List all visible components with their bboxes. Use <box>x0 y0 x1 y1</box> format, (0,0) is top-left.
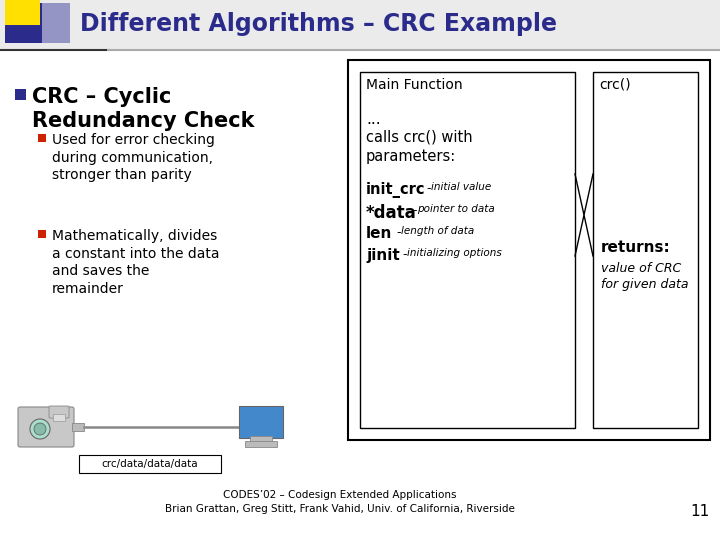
Text: CODES’02 – Codesign Extended Applications
Brian Grattan, Greg Stitt, Frank Vahid: CODES’02 – Codesign Extended Application… <box>165 490 515 514</box>
FancyBboxPatch shape <box>42 3 70 43</box>
Text: crc(): crc() <box>599 78 631 92</box>
Text: ...: ... <box>366 112 381 127</box>
Text: calls crc() with
parameters:: calls crc() with parameters: <box>366 130 472 164</box>
Circle shape <box>34 423 46 435</box>
Text: len: len <box>366 226 392 241</box>
Text: -: - <box>396 226 400 239</box>
FancyBboxPatch shape <box>250 436 272 443</box>
Text: Mathematically, divides
a constant into the data
and saves the
remainder: Mathematically, divides a constant into … <box>52 229 220 295</box>
Text: -: - <box>402 248 407 261</box>
Text: crc/data/data/data: crc/data/data/data <box>102 459 198 469</box>
Text: initial value: initial value <box>431 182 491 192</box>
FancyBboxPatch shape <box>49 406 69 418</box>
FancyBboxPatch shape <box>53 414 65 421</box>
FancyBboxPatch shape <box>18 407 74 447</box>
Text: Used for error checking
during communication,
stronger than parity: Used for error checking during communica… <box>52 133 215 182</box>
FancyBboxPatch shape <box>245 441 277 447</box>
Text: value of CRC
for given data: value of CRC for given data <box>601 262 688 291</box>
Text: pointer to data: pointer to data <box>417 204 495 214</box>
FancyBboxPatch shape <box>593 72 698 428</box>
FancyBboxPatch shape <box>72 423 84 431</box>
Text: returns:: returns: <box>601 240 671 255</box>
FancyBboxPatch shape <box>38 230 46 238</box>
Text: initializing options: initializing options <box>407 248 502 258</box>
Text: length of data: length of data <box>401 226 474 236</box>
Text: *data: *data <box>366 204 417 222</box>
Text: -: - <box>426 182 431 195</box>
FancyBboxPatch shape <box>5 3 70 43</box>
Text: -: - <box>412 204 416 217</box>
FancyBboxPatch shape <box>5 0 40 25</box>
Text: jinit: jinit <box>366 248 400 263</box>
Text: Main Function: Main Function <box>366 78 463 92</box>
FancyBboxPatch shape <box>79 455 221 473</box>
Circle shape <box>30 419 50 439</box>
FancyBboxPatch shape <box>239 406 283 438</box>
FancyBboxPatch shape <box>0 0 720 50</box>
Text: 11: 11 <box>690 504 710 519</box>
Text: Different Algorithms – CRC Example: Different Algorithms – CRC Example <box>80 12 557 36</box>
FancyBboxPatch shape <box>15 89 26 100</box>
Text: init_crc: init_crc <box>366 182 426 198</box>
FancyBboxPatch shape <box>360 72 575 428</box>
FancyBboxPatch shape <box>348 60 710 440</box>
FancyBboxPatch shape <box>38 134 46 142</box>
Text: CRC – Cyclic
Redundancy Check: CRC – Cyclic Redundancy Check <box>32 87 254 131</box>
